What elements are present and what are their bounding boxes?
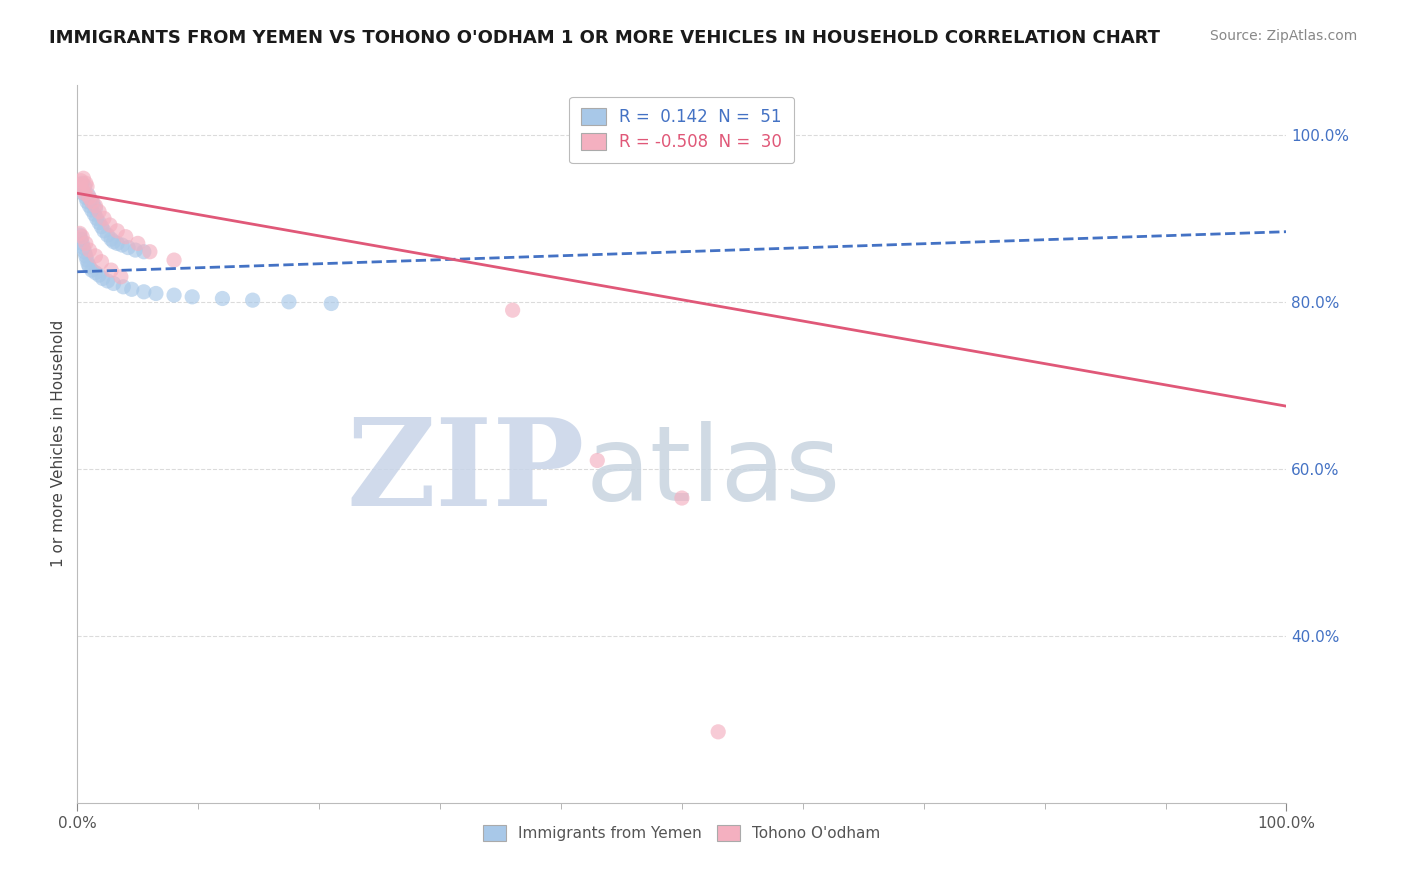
Point	[75, 190, 97, 204]
Point	[83, 207, 105, 221]
Point	[75, 176, 97, 190]
Point	[84, 266, 107, 280]
Point	[84, 249, 107, 263]
Point	[93, 211, 115, 226]
Point	[145, 286, 167, 301]
Point	[70, 176, 93, 190]
Text: IMMIGRANTS FROM YEMEN VS TOHONO O'ODHAM 1 OR MORE VEHICLES IN HOUSEHOLD CORRELAT: IMMIGRANTS FROM YEMEN VS TOHONO O'ODHAM …	[49, 29, 1160, 46]
Point	[79, 199, 101, 213]
Point	[79, 243, 101, 257]
Point	[69, 227, 91, 241]
Point	[132, 285, 155, 299]
Point	[90, 254, 112, 268]
Point	[105, 224, 128, 238]
Point	[114, 229, 136, 244]
Point	[82, 196, 104, 211]
Point	[278, 294, 301, 309]
Point	[70, 182, 93, 196]
Point	[110, 269, 132, 284]
Point	[124, 243, 146, 257]
Point	[84, 202, 107, 216]
Point	[73, 186, 96, 201]
Point	[87, 268, 110, 282]
Point	[73, 244, 96, 259]
Point	[72, 186, 94, 201]
Point	[163, 253, 186, 268]
Point	[671, 491, 693, 505]
Point	[111, 238, 134, 252]
Point	[76, 253, 98, 268]
Point	[87, 215, 110, 229]
Point	[103, 277, 125, 291]
Point	[73, 179, 96, 194]
Point	[127, 236, 149, 251]
Point	[79, 260, 101, 274]
Point	[69, 178, 91, 192]
Point	[77, 188, 100, 202]
Point	[69, 227, 91, 242]
Point	[100, 232, 122, 246]
Point	[72, 241, 94, 255]
Point	[76, 194, 98, 209]
Point	[90, 219, 112, 234]
Point	[76, 179, 98, 194]
Point	[70, 232, 93, 246]
Point	[75, 249, 97, 263]
Point	[87, 204, 110, 219]
Point	[121, 282, 143, 296]
Text: atlas: atlas	[585, 422, 841, 524]
Point	[132, 244, 155, 259]
Point	[96, 274, 118, 288]
Point	[91, 271, 114, 285]
Point	[70, 182, 93, 196]
Point	[181, 290, 204, 304]
Legend: Immigrants from Yemen, Tohono O'odham: Immigrants from Yemen, Tohono O'odham	[475, 818, 889, 849]
Point	[707, 724, 730, 739]
Point	[84, 199, 107, 213]
Point	[242, 293, 264, 307]
Point	[139, 244, 162, 259]
Point	[103, 235, 125, 249]
Point	[112, 280, 135, 294]
Point	[80, 202, 103, 217]
Point	[502, 303, 524, 318]
Point	[77, 257, 100, 271]
Y-axis label: 1 or more Vehicles in Household: 1 or more Vehicles in Household	[51, 320, 66, 567]
Point	[321, 296, 343, 310]
Text: Source: ZipAtlas.com: Source: ZipAtlas.com	[1209, 29, 1357, 43]
Point	[79, 190, 101, 204]
Point	[80, 194, 103, 209]
Point	[86, 211, 108, 226]
Point	[117, 241, 139, 255]
Point	[70, 236, 93, 251]
Point	[211, 292, 233, 306]
Point	[79, 193, 101, 207]
Point	[72, 171, 94, 186]
Point	[100, 263, 122, 277]
Point	[93, 224, 115, 238]
Point	[105, 236, 128, 251]
Point	[96, 227, 118, 242]
Text: ZIP: ZIP	[347, 414, 585, 532]
Point	[70, 229, 93, 244]
Point	[586, 453, 609, 467]
Point	[163, 288, 186, 302]
Point	[69, 178, 91, 192]
Point	[70, 174, 93, 188]
Point	[75, 236, 97, 251]
Point	[98, 218, 121, 232]
Point	[80, 263, 103, 277]
